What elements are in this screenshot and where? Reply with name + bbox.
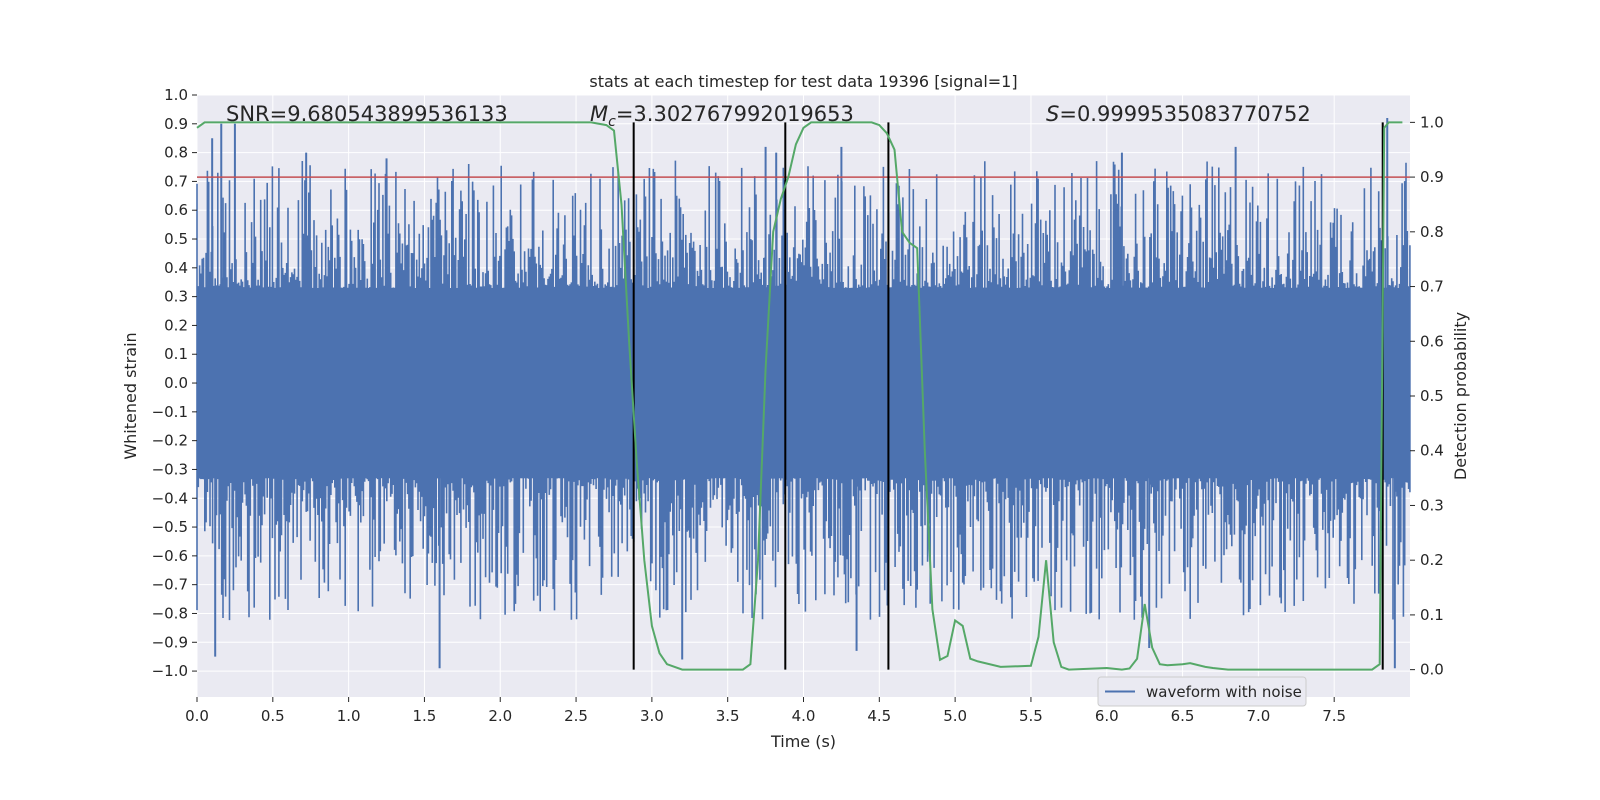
- y-tick-label: 0.4: [164, 259, 188, 277]
- y-tick-label: −0.8: [152, 604, 188, 622]
- y2-tick-label: 0.1: [1420, 606, 1444, 624]
- x-tick-label: 4.5: [867, 707, 891, 725]
- y2-axis-ticks: 1.0 0.9 0.8 0.7 0.6 0.5 0.4 0.3 0.2 0.1 0.0: [1410, 113, 1444, 679]
- y-tick-label: 0.1: [164, 345, 188, 363]
- x-tick-label: 6.0: [1095, 707, 1119, 725]
- y2-tick-label: 0.3: [1420, 496, 1444, 514]
- strain-series: [196, 118, 1411, 669]
- legend-box: [1097, 676, 1307, 707]
- chirp-mass-value: =3.302767992019653: [616, 102, 854, 126]
- y2-axis-label: Detection probability: [1451, 312, 1470, 480]
- x-tick-label: 1.5: [413, 707, 437, 725]
- y-tick-label: −1.0: [152, 662, 188, 680]
- y2-tick-label: 0.9: [1420, 168, 1444, 186]
- snr-annotation: SNR=9.680543899536133: [226, 102, 508, 126]
- score-annotation: S=0.9999535083770752: [1046, 102, 1311, 126]
- chart-title: stats at each timestep for test data 193…: [589, 72, 1017, 91]
- y2-tick-label: 0.2: [1420, 551, 1444, 569]
- y-tick-label: 0.6: [164, 201, 188, 219]
- legend-label: waveform with noise: [1146, 683, 1302, 701]
- y-tick-label: 0.9: [164, 115, 188, 133]
- y2-tick-label: 0.8: [1420, 223, 1444, 241]
- x-tick-label: 4.0: [792, 707, 816, 725]
- x-axis-ticks: 0.0 0.5 1.0 1.5 2.0 2.5 3.0 3.5 4.0 4.5 5.0 5.5 6.0 6…: [185, 697, 1346, 725]
- y2-tick-label: 0.5: [1420, 387, 1444, 405]
- x-tick-label: 1.0: [337, 707, 361, 725]
- y-axis-label: Whitened strain: [121, 332, 140, 459]
- y-tick-label: −0.3: [152, 460, 188, 478]
- y-tick-label: 0.2: [164, 316, 188, 334]
- y-axis-ticks: 1.0 0.9 0.8 0.7 0.6 0.5 0.4 0.3 0.2 0.1 0.0 −0.1 −0.…: [152, 86, 197, 680]
- probability-line: [196, 121, 1403, 671]
- y-tick-label: 1.0: [164, 86, 188, 104]
- y2-tick-label: 0.7: [1420, 278, 1444, 296]
- x-tick-label: 7.5: [1322, 707, 1346, 725]
- y-tick-label: 0.5: [164, 230, 188, 248]
- x-tick-label: 3.5: [716, 707, 740, 725]
- y-tick-label: −0.1: [152, 403, 188, 421]
- y-tick-label: −0.6: [152, 547, 188, 565]
- x-tick-label: 0.5: [261, 707, 285, 725]
- y-tick-label: 0.0: [164, 374, 188, 392]
- x-tick-label: 0.0: [185, 707, 209, 725]
- y-tick-label: −0.2: [152, 432, 188, 450]
- x-tick-label: 2.5: [564, 707, 588, 725]
- score-value: =0.9999535083770752: [1059, 102, 1310, 126]
- x-tick-label: 3.0: [640, 707, 664, 725]
- y2-tick-label: 0.0: [1420, 661, 1444, 679]
- chirp-mass-subscript: c: [608, 114, 616, 130]
- y-tick-label: −0.4: [152, 489, 188, 507]
- y-tick-label: −0.5: [152, 518, 188, 536]
- y2-tick-label: 1.0: [1420, 113, 1444, 131]
- x-tick-label: 5.5: [1019, 707, 1043, 725]
- y-tick-label: 0.3: [164, 288, 188, 306]
- y-tick-label: 0.8: [164, 144, 188, 162]
- chirp-mass-annotation: Mc=3.302767992019653: [590, 102, 854, 130]
- legend: waveform with noise: [1097, 676, 1307, 707]
- y-tick-label: −0.7: [152, 576, 188, 594]
- probability-layer: [196, 121, 1403, 671]
- y-tick-label: 0.7: [164, 172, 188, 190]
- x-axis-label: Time (s): [770, 732, 836, 751]
- y2-tick-label: 0.4: [1420, 442, 1444, 460]
- y2-tick-label: 0.6: [1420, 332, 1444, 350]
- chirp-mass-symbol: M: [590, 102, 608, 126]
- score-symbol: S: [1046, 102, 1059, 126]
- y-tick-label: −0.9: [152, 633, 188, 651]
- x-tick-label: 2.0: [488, 707, 512, 725]
- strain-core-band: [197, 287, 1410, 479]
- x-tick-label: 5.0: [943, 707, 967, 725]
- x-tick-label: 6.5: [1171, 707, 1195, 725]
- x-tick-label: 7.0: [1246, 707, 1270, 725]
